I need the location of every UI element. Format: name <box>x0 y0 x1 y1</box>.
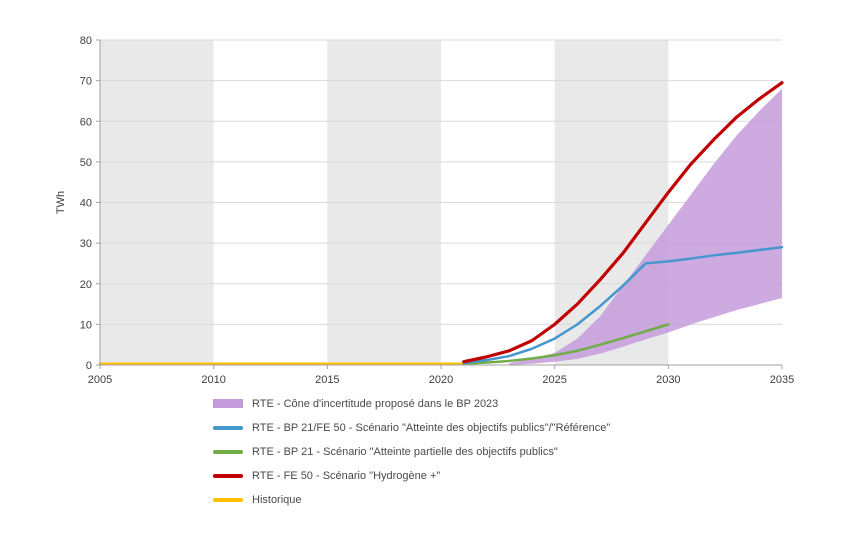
series-line <box>462 81 784 364</box>
legend-area-swatch <box>213 399 243 408</box>
legend-label: RTE - BP 21 - Scénario "Atteinte partiel… <box>252 445 558 458</box>
legend-item: RTE - Cône d'incertitude proposé dans le… <box>213 396 610 411</box>
legend-label: RTE - Cône d'incertitude proposé dans le… <box>252 397 499 410</box>
legend-label: RTE - FE 50 - Scénario "Hydrogène +" <box>252 469 441 482</box>
y-tick-label: 60 <box>80 116 92 128</box>
x-tick-label: 2020 <box>429 374 453 386</box>
legend-item: Historique <box>213 492 610 507</box>
y-tick-label: 10 <box>80 319 92 331</box>
legend-line-swatch <box>213 425 243 430</box>
series-line <box>462 323 670 366</box>
y-tick-label: 70 <box>80 76 92 88</box>
x-tick-label: 2035 <box>770 374 794 386</box>
legend-item: RTE - FE 50 - Scénario "Hydrogène +" <box>213 468 610 483</box>
legend-label: RTE - BP 21/FE 50 - Scénario "Atteinte d… <box>252 421 611 434</box>
legend-line-swatch <box>213 473 243 478</box>
legend-line-swatch <box>213 497 243 502</box>
y-tick-label: 80 <box>80 35 92 47</box>
legend-item: RTE - BP 21 - Scénario "Atteinte partiel… <box>213 444 610 459</box>
y-tick-label: 30 <box>80 238 92 250</box>
series-line <box>462 245 784 365</box>
uncertainty-area <box>509 88 782 365</box>
y-tick-label: 50 <box>80 157 92 169</box>
x-tick-label: 2010 <box>201 374 225 386</box>
y-tick-label: 20 <box>80 279 92 291</box>
x-tick-label: 2015 <box>315 374 339 386</box>
y-tick-label: 40 <box>80 198 92 210</box>
legend-item: RTE - BP 21/FE 50 - Scénario "Atteinte d… <box>213 420 610 435</box>
legend-line-swatch <box>213 449 243 454</box>
legend-label: Historique <box>252 493 302 506</box>
y-tick-label: 0 <box>86 360 92 372</box>
x-tick-label: 2025 <box>542 374 566 386</box>
x-tick-label: 2005 <box>88 374 112 386</box>
x-tick-label: 2030 <box>656 374 680 386</box>
y-axis-title: TWh <box>55 191 67 214</box>
chart-legend: RTE - Cône d'incertitude proposé dans le… <box>213 396 610 507</box>
